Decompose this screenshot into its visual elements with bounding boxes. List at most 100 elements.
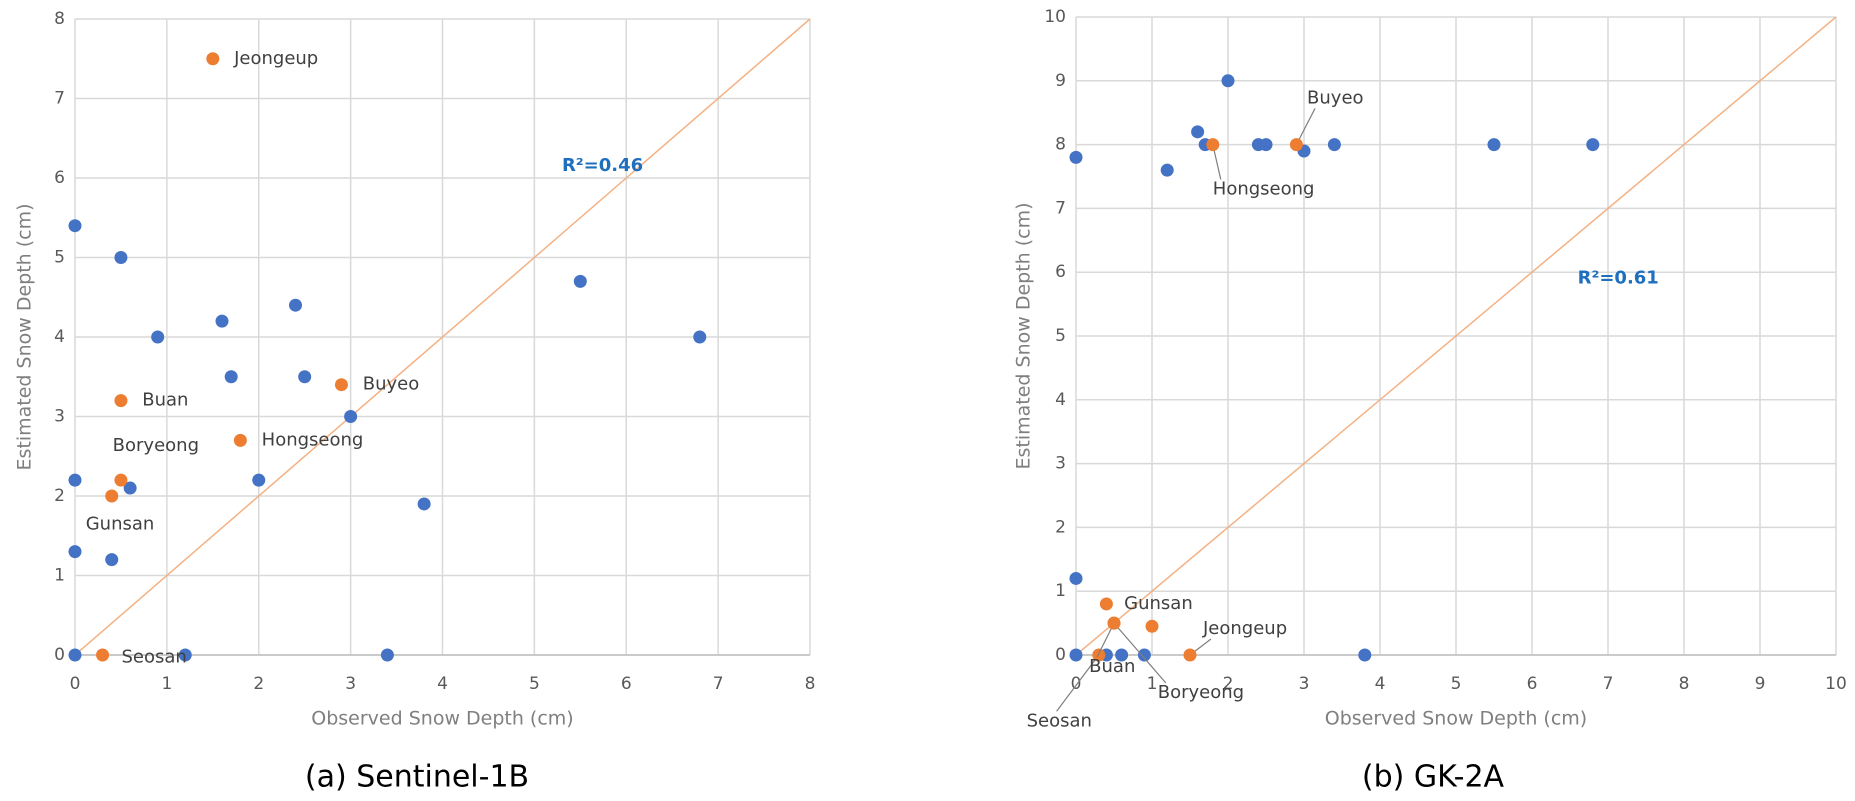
x-axis-label: Observed Snow Depth (cm) (311, 708, 573, 730)
point-label: Gunsan (1124, 593, 1193, 614)
x-tick-label: 3 (345, 674, 356, 694)
point (68, 648, 82, 662)
y-tick-label: 5 (1055, 326, 1066, 346)
point (252, 473, 266, 487)
y-tick-label: 2 (54, 486, 65, 506)
point (693, 330, 707, 344)
point (224, 370, 238, 384)
point (105, 553, 119, 567)
x-tick-label: 2 (1223, 674, 1234, 694)
y-tick-label: 8 (1055, 135, 1066, 155)
point-label: Boryeong (1158, 682, 1244, 703)
x-tick-label: 9 (1755, 674, 1766, 694)
point-label: Boryeong (113, 435, 199, 456)
y-tick-label: 3 (1055, 454, 1066, 474)
y-tick-label: 7 (54, 89, 65, 109)
leader-line (1113, 622, 1167, 684)
x-tick-label: 10 (1825, 674, 1847, 694)
x-tick-label: 0 (1071, 674, 1082, 694)
x-tick-label: 1 (161, 674, 172, 694)
point-label: Gunsan (86, 513, 155, 534)
x-tick-label: 5 (529, 674, 540, 694)
y-tick-label: 8 (54, 9, 65, 29)
point (1259, 138, 1273, 152)
x-tick-label: 8 (1679, 674, 1690, 694)
y-tick-label: 3 (54, 407, 65, 427)
y-tick-label: 2 (1055, 517, 1066, 537)
point (573, 274, 587, 288)
caption: (b) GK-2A (1362, 760, 1505, 795)
point (1327, 138, 1341, 152)
point (1145, 619, 1159, 633)
x-tick-label: 6 (621, 674, 632, 694)
point (233, 433, 247, 447)
caption: (a) Sentinel-1B (305, 760, 529, 795)
point (68, 473, 82, 487)
y-tick-label: 5 (54, 248, 65, 268)
y-tick-label: 6 (1055, 262, 1066, 282)
point-label: Buan (1089, 656, 1135, 677)
one-to-one-line (1075, 16, 1837, 656)
point (1586, 138, 1600, 152)
point (206, 52, 220, 66)
x-tick-label: 2 (253, 674, 264, 694)
point (1092, 648, 1106, 662)
point (1069, 571, 1083, 585)
point (1191, 125, 1205, 139)
x-tick-label: 8 (805, 674, 816, 694)
y-axis-label: Estimated Snow Depth (cm) (1013, 202, 1035, 469)
point (1069, 150, 1083, 164)
y-tick-label: 0 (54, 645, 65, 665)
x-tick-label: 5 (1451, 674, 1462, 694)
x-tick-label: 7 (713, 674, 724, 694)
y-tick-label: 0 (1055, 645, 1066, 665)
point (289, 298, 302, 312)
x-tick-label: 4 (1375, 674, 1386, 694)
point (96, 648, 110, 662)
y-tick-label: 4 (1055, 390, 1066, 410)
point (1487, 138, 1501, 152)
x-axis-label: Observed Snow Depth (cm) (1325, 708, 1587, 730)
y-tick-label: 10 (1044, 7, 1066, 27)
annotation: R²=0.61 (1578, 268, 1659, 289)
point (380, 648, 394, 662)
point-label: Buan (142, 390, 188, 411)
point (344, 410, 358, 423)
point (298, 370, 312, 384)
y-tick-label: 4 (54, 327, 65, 347)
point (68, 545, 82, 559)
point (151, 330, 165, 344)
point (1137, 648, 1151, 662)
point (1183, 648, 1197, 662)
point-label: Buyeo (363, 374, 420, 395)
point (114, 251, 128, 264)
point (1107, 616, 1121, 630)
x-tick-label: 7 (1603, 674, 1614, 694)
point (114, 473, 128, 487)
leader-line (1056, 654, 1100, 712)
point (1115, 648, 1129, 662)
x-tick-label: 1 (1147, 674, 1158, 694)
point (114, 394, 128, 408)
point (1099, 597, 1113, 611)
y-tick-label: 1 (54, 566, 65, 586)
point (123, 481, 137, 495)
y-tick-label: 9 (1055, 71, 1066, 91)
point (1289, 138, 1303, 152)
point-label: Hongseong (1213, 179, 1315, 200)
y-tick-label: 7 (1055, 198, 1066, 218)
point-label: Jeongeup (233, 48, 318, 69)
point (1221, 74, 1235, 88)
x-tick-label: 4 (437, 674, 448, 694)
y-tick-label: 6 (54, 168, 65, 188)
point (1358, 648, 1372, 662)
point (68, 219, 82, 233)
point (1206, 138, 1220, 152)
x-tick-label: 3 (1299, 674, 1310, 694)
point-label: Seosan (1027, 710, 1092, 731)
point-label: Jeongeup (1202, 618, 1287, 639)
point (178, 648, 192, 662)
x-tick-label: 0 (70, 674, 81, 694)
point-label: Hongseong (262, 429, 364, 450)
point-label: Seosan (121, 646, 186, 667)
